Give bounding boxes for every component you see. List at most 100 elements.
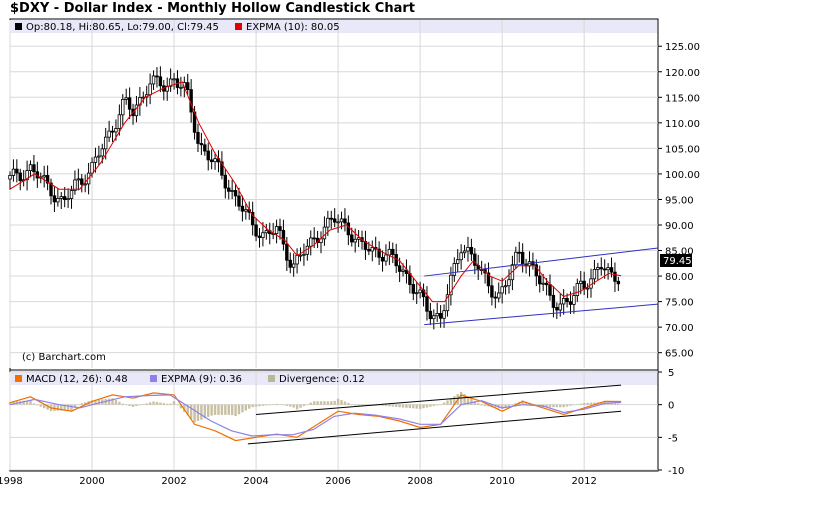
divergence-bar: [494, 404, 497, 408]
divergence-bar: [487, 404, 490, 407]
divergence-bar: [579, 403, 582, 405]
candle-body: [298, 254, 303, 257]
divergence-bar: [169, 403, 172, 405]
ohlc-legend-swatch: [15, 23, 22, 30]
divergence-bar: [289, 404, 292, 407]
price-tick-label: 90.00: [665, 221, 694, 232]
candle-body: [32, 164, 36, 173]
divergence-bar: [582, 402, 586, 405]
divergence-bar: [22, 400, 25, 405]
candle-body: [97, 155, 101, 158]
candle-body: [490, 285, 494, 298]
divergence-bar: [224, 404, 227, 415]
signal-legend-swatch: [150, 375, 157, 382]
candle-body: [438, 313, 443, 319]
divergence-bar: [12, 401, 15, 405]
macd-trend-lower: [247, 410, 622, 445]
divergence-bar: [292, 404, 295, 408]
signal-legend-label: EXPMA (9): 0.36: [161, 374, 242, 385]
candle-body: [264, 230, 269, 234]
macd-legend-swatch: [15, 375, 22, 382]
candle-body: [103, 136, 108, 150]
candle-body: [172, 78, 176, 81]
candle-body: [233, 190, 238, 197]
divergence-bar: [418, 404, 422, 409]
divergence-bar: [121, 403, 124, 405]
macd-tick-label: -5: [668, 433, 678, 444]
divergence-bar: [39, 404, 42, 407]
candle-body: [353, 238, 357, 243]
candle-body: [148, 83, 152, 96]
divergence-bar: [107, 398, 111, 405]
divergence-bar: [477, 403, 480, 405]
candle-body: [456, 259, 460, 264]
divergence-bar: [53, 404, 56, 411]
price-legend-band: [11, 20, 657, 33]
candle-body: [28, 164, 33, 172]
divergence-bar: [244, 404, 248, 411]
divergence-bar: [439, 404, 442, 406]
candle-body: [517, 251, 521, 254]
divergence-bar: [237, 404, 241, 415]
divergence-bar: [316, 401, 319, 405]
divergence-bar: [128, 404, 131, 406]
divergence-bar: [159, 402, 162, 405]
candle-body: [254, 224, 258, 237]
price-tick-label: 65.00: [665, 349, 694, 360]
candle-body: [606, 267, 610, 271]
candle-body: [411, 284, 415, 294]
divergence-bar: [227, 404, 230, 415]
candle-body: [442, 310, 446, 319]
divergence-bar: [589, 402, 593, 405]
divergence-bar: [217, 404, 220, 415]
candle-body: [250, 212, 255, 226]
divergence-bar: [306, 404, 309, 405]
candle-body: [538, 275, 542, 285]
divergence-bar: [514, 403, 518, 405]
divergence-bar: [302, 404, 306, 407]
candle-body: [240, 205, 245, 212]
divergence-bar: [470, 398, 473, 405]
candle-body: [370, 247, 374, 252]
candle-body: [117, 114, 122, 129]
divergence-bar: [442, 402, 446, 405]
divergence-bar: [347, 402, 350, 405]
candle-body: [168, 78, 173, 87]
candle-body: [124, 97, 128, 100]
candle-body: [377, 248, 381, 258]
divergence-bar: [432, 404, 435, 407]
divergence-bar: [268, 404, 271, 406]
divergence-bar: [312, 401, 316, 405]
candlestick-series: [8, 66, 621, 330]
divergence-bar: [572, 404, 576, 406]
divergence-bar: [504, 404, 507, 408]
divergence-bar: [186, 404, 189, 416]
divergence-bar: [500, 404, 504, 409]
candle-body: [76, 178, 81, 181]
candle-body: [295, 254, 299, 265]
candle-body: [220, 161, 224, 176]
candle-body: [432, 315, 436, 320]
divergence-bar: [357, 404, 360, 406]
divergence-bar: [422, 404, 425, 409]
divergence-bar: [213, 404, 217, 415]
divergence-bar: [446, 400, 449, 405]
candle-body: [151, 75, 156, 85]
candle-body: [415, 292, 419, 295]
candle-body: [346, 222, 351, 236]
ema-line: [9, 81, 622, 303]
divergence-bar: [8, 402, 12, 405]
candle-body: [548, 284, 552, 296]
divergence-bar: [275, 403, 278, 405]
divergence-bar: [545, 404, 548, 408]
candle-body: [401, 269, 405, 272]
divergence-bar: [97, 399, 101, 405]
candle-body: [66, 198, 70, 201]
divergence-bar: [480, 404, 483, 406]
copyright-label: (c) Barchart.com: [22, 352, 106, 363]
divergence-bar: [56, 404, 60, 411]
candle-body: [473, 253, 477, 266]
divergence-bar: [261, 404, 265, 406]
candle-body: [206, 150, 210, 161]
macd-tick-label: 5: [668, 368, 674, 379]
